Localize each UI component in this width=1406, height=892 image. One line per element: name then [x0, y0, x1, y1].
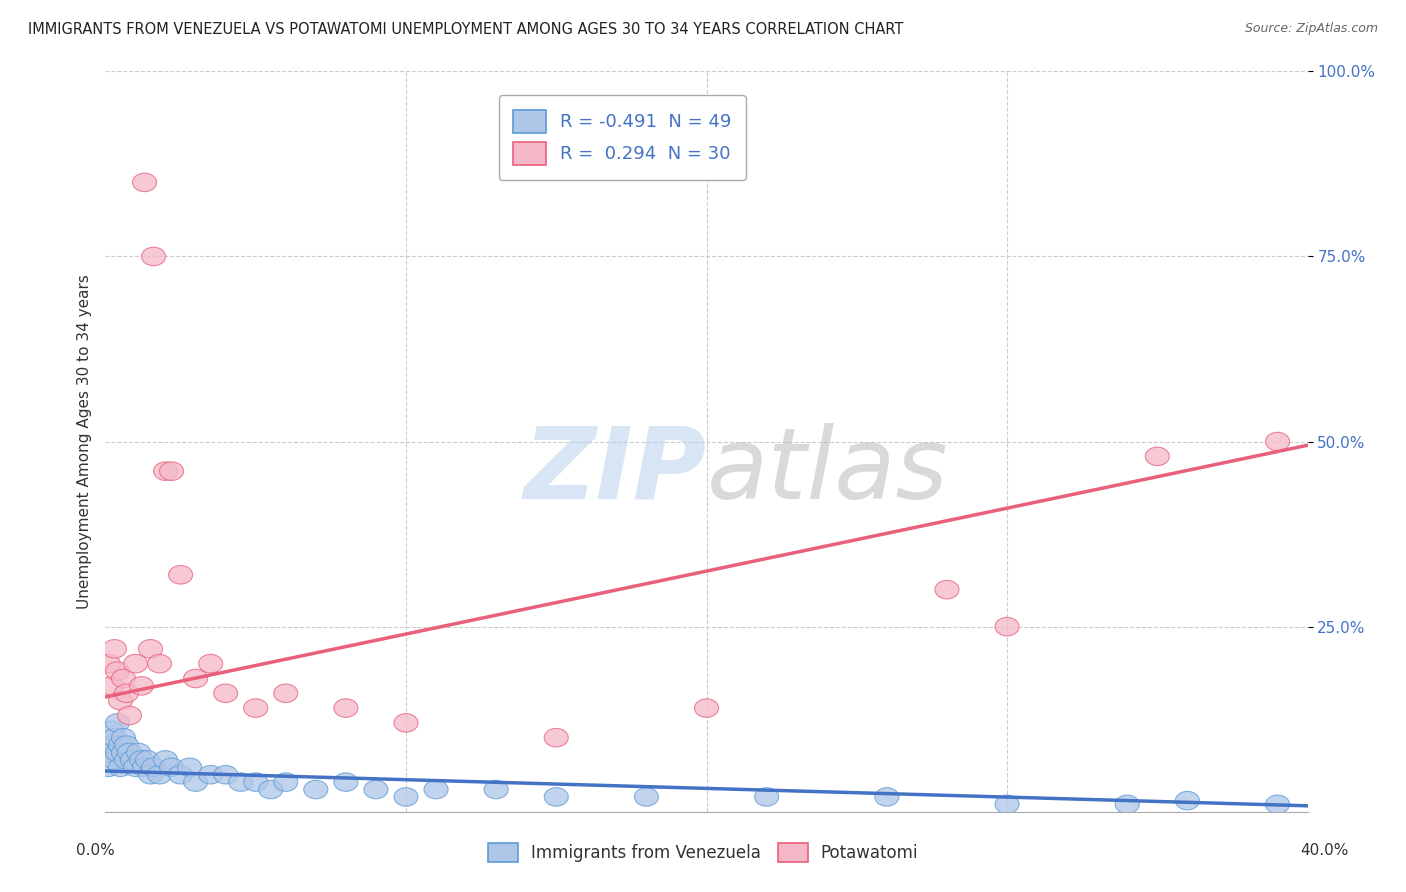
- Ellipse shape: [132, 173, 156, 192]
- Ellipse shape: [111, 743, 135, 762]
- Ellipse shape: [124, 758, 148, 777]
- Text: IMMIGRANTS FROM VENEZUELA VS POTAWATOMI UNEMPLOYMENT AMONG AGES 30 TO 34 YEARS C: IMMIGRANTS FROM VENEZUELA VS POTAWATOMI …: [28, 22, 904, 37]
- Text: ZIP: ZIP: [523, 423, 707, 520]
- Ellipse shape: [184, 772, 208, 791]
- Ellipse shape: [114, 736, 139, 755]
- Ellipse shape: [1115, 795, 1139, 814]
- Ellipse shape: [1265, 433, 1289, 450]
- Y-axis label: Unemployment Among Ages 30 to 34 years: Unemployment Among Ages 30 to 34 years: [76, 274, 91, 609]
- Ellipse shape: [103, 751, 127, 769]
- Ellipse shape: [118, 706, 142, 724]
- Ellipse shape: [139, 765, 163, 784]
- Ellipse shape: [108, 758, 132, 777]
- Ellipse shape: [148, 765, 172, 784]
- Ellipse shape: [634, 788, 658, 806]
- Ellipse shape: [132, 758, 156, 777]
- Ellipse shape: [259, 780, 283, 798]
- Ellipse shape: [97, 655, 121, 673]
- Ellipse shape: [1265, 795, 1289, 814]
- Ellipse shape: [243, 698, 267, 717]
- Ellipse shape: [198, 765, 222, 784]
- Ellipse shape: [100, 736, 124, 755]
- Legend: Immigrants from Venezuela, Potawatomi: Immigrants from Venezuela, Potawatomi: [479, 834, 927, 871]
- Ellipse shape: [139, 640, 163, 658]
- Ellipse shape: [1146, 447, 1170, 466]
- Ellipse shape: [364, 780, 388, 798]
- Ellipse shape: [159, 758, 184, 777]
- Ellipse shape: [129, 677, 153, 695]
- Ellipse shape: [214, 765, 238, 784]
- Text: atlas: atlas: [707, 423, 948, 520]
- Ellipse shape: [159, 462, 184, 481]
- Ellipse shape: [333, 698, 359, 717]
- Ellipse shape: [484, 780, 508, 798]
- Legend: R = -0.491  N = 49, R =  0.294  N = 30: R = -0.491 N = 49, R = 0.294 N = 30: [499, 95, 747, 179]
- Ellipse shape: [153, 462, 177, 481]
- Text: 0.0%: 0.0%: [76, 843, 115, 857]
- Ellipse shape: [935, 581, 959, 599]
- Ellipse shape: [129, 751, 153, 769]
- Ellipse shape: [105, 743, 129, 762]
- Ellipse shape: [108, 736, 132, 755]
- Ellipse shape: [142, 247, 166, 266]
- Ellipse shape: [169, 566, 193, 584]
- Ellipse shape: [118, 743, 142, 762]
- Ellipse shape: [97, 743, 121, 762]
- Ellipse shape: [105, 714, 129, 732]
- Ellipse shape: [1175, 791, 1199, 810]
- Ellipse shape: [995, 795, 1019, 814]
- Ellipse shape: [124, 655, 148, 673]
- Ellipse shape: [114, 751, 139, 769]
- Ellipse shape: [142, 758, 166, 777]
- Ellipse shape: [544, 729, 568, 747]
- Ellipse shape: [995, 617, 1019, 636]
- Text: Source: ZipAtlas.com: Source: ZipAtlas.com: [1244, 22, 1378, 36]
- Ellipse shape: [100, 721, 124, 739]
- Ellipse shape: [177, 758, 201, 777]
- Ellipse shape: [111, 669, 135, 688]
- Ellipse shape: [148, 655, 172, 673]
- Ellipse shape: [108, 691, 132, 710]
- Ellipse shape: [274, 684, 298, 703]
- Ellipse shape: [394, 788, 418, 806]
- Ellipse shape: [333, 772, 359, 791]
- Ellipse shape: [103, 729, 127, 747]
- Ellipse shape: [198, 655, 222, 673]
- Text: 40.0%: 40.0%: [1301, 843, 1348, 857]
- Ellipse shape: [184, 669, 208, 688]
- Ellipse shape: [121, 751, 145, 769]
- Ellipse shape: [169, 765, 193, 784]
- Ellipse shape: [97, 758, 121, 777]
- Ellipse shape: [114, 684, 139, 703]
- Ellipse shape: [544, 788, 568, 806]
- Ellipse shape: [425, 780, 449, 798]
- Ellipse shape: [111, 729, 135, 747]
- Ellipse shape: [229, 772, 253, 791]
- Ellipse shape: [105, 662, 129, 681]
- Ellipse shape: [304, 780, 328, 798]
- Ellipse shape: [103, 640, 127, 658]
- Ellipse shape: [755, 788, 779, 806]
- Ellipse shape: [127, 743, 150, 762]
- Ellipse shape: [394, 714, 418, 732]
- Ellipse shape: [214, 684, 238, 703]
- Ellipse shape: [100, 677, 124, 695]
- Ellipse shape: [695, 698, 718, 717]
- Ellipse shape: [153, 751, 177, 769]
- Ellipse shape: [875, 788, 898, 806]
- Ellipse shape: [274, 772, 298, 791]
- Ellipse shape: [135, 751, 159, 769]
- Ellipse shape: [243, 772, 267, 791]
